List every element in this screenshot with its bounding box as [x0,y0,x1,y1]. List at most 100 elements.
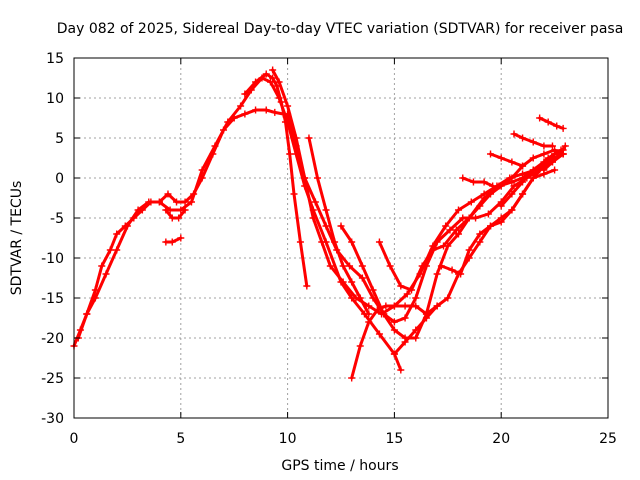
data-point-arc-10-6 [497,218,505,226]
data-point-arc-2-18 [267,78,275,86]
data-point-arc-5-4 [322,222,330,230]
data-point-arc-12-0 [487,150,495,158]
data-point-arc-11-2 [480,178,488,186]
x-axis-label: GPS time / hours [281,458,398,474]
data-point-arc-9-2 [412,326,420,334]
data-point-arc-16-2 [555,150,563,158]
data-point-arc-5-18 [484,210,492,218]
series-arc-12 [489,152,525,168]
data-point-arc-17-1 [168,238,176,246]
data-point-arc-4-16 [442,222,450,230]
data-point-arc-14-2 [529,138,537,146]
data-point-arc-9-4 [433,302,441,310]
data-point-arc-1-22 [262,106,270,114]
data-point-arc-2-7 [145,198,153,206]
series-arc-15-markers [536,114,567,132]
data-point-arc-7-7 [412,302,420,310]
data-point-arc-3-6 [281,118,289,126]
data-point-arc-5-14 [433,238,441,246]
data-point-arc-2-2 [91,294,99,302]
series-arc-11 [461,176,495,188]
data-point-arc-13-1 [508,190,516,198]
y-tick-label-8: -25 [41,371,64,387]
x-tick-label-0: 0 [70,431,79,447]
data-point-arc-6-4 [380,310,388,318]
data-point-arc-19-4 [339,262,347,270]
y-tick-label-0: 15 [46,51,64,67]
chart-title: Day 082 of 2025, Sidereal Day-to-day VTE… [57,21,624,37]
data-point-arc-4-17 [454,206,462,214]
data-point-arc-4-6 [318,238,326,246]
data-point-arc-14-0 [510,130,518,138]
data-point-arc-8-7 [452,226,460,234]
data-point-arc-2-6 [134,206,142,214]
data-point-arc-6-3 [369,286,377,294]
data-point-arc-8-5 [429,246,437,254]
series-arc-3-markers [241,70,311,290]
data-point-arc-8-6 [440,242,448,250]
data-point-arc-6-19 [540,150,548,158]
data-point-arc-7-3 [373,306,381,314]
data-point-arc-8-8 [465,214,473,222]
data-point-arc-13-0 [497,202,505,210]
data-point-arc-8-11 [508,178,516,186]
y-tick-label-5: -10 [41,251,64,267]
data-point-arc-5-1 [292,142,300,150]
series-arc-18-markers [162,206,189,222]
data-point-arc-6-2 [358,262,366,270]
plot-frame [73,57,609,419]
data-point-arc-7-2 [365,318,373,326]
y-tick-label-4: -5 [50,211,64,227]
data-point-arc-2-3 [102,270,110,278]
data-point-arc-8-2 [397,282,405,290]
data-point-arc-3-2 [262,70,270,78]
x-tick-label-3: 15 [385,431,403,447]
series-arc-10-markers [437,166,559,278]
data-point-arc-7-0 [348,374,356,382]
data-point-arc-6-0 [337,222,345,230]
y-tick-label-9: -30 [41,411,64,427]
data-point-arc-18-0 [162,206,170,214]
data-point-arc-19-0 [305,134,313,142]
data-point-arc-10-1 [448,266,456,274]
data-point-arc-3-1 [252,78,260,86]
data-point-arc-7-5 [390,302,398,310]
data-point-arc-2-14 [224,118,232,126]
data-point-arc-4-7 [326,262,334,270]
data-point-arc-10-2 [457,270,465,278]
data-point-arc-15-3 [559,124,567,132]
data-point-arc-9-0 [390,350,398,358]
data-point-arc-8-9 [480,194,488,202]
y-tick-label-7: -20 [41,331,64,347]
data-point-arc-11-1 [469,178,477,186]
series-arc-19-markers [305,134,373,318]
data-point-arc-9-3 [422,314,430,322]
data-point-arc-6-11 [454,230,462,238]
data-point-arc-2-30 [397,366,405,374]
data-point-arc-6-7 [412,334,420,342]
data-point-arc-4-1 [275,78,283,86]
series-arc-12-markers [487,150,527,170]
data-point-arc-15-2 [553,122,561,130]
data-point-arc-10-11 [551,166,559,174]
data-point-arc-1-5 [106,246,114,254]
data-point-arc-5-10 [390,318,398,326]
data-point-arc-2-15 [237,102,245,110]
data-point-arc-3-9 [296,238,304,246]
data-point-arc-13-4 [540,158,548,166]
series-arc-14-markers [510,130,556,150]
data-point-arc-2-13 [211,142,219,150]
data-point-arc-6-5 [390,326,398,334]
data-point-arc-9-5 [444,294,452,302]
data-point-arc-16-1 [548,158,556,166]
data-point-arc-19-2 [322,206,330,214]
x-tick-label-5: 25 [599,431,617,447]
data-point-arc-1-6 [113,230,121,238]
data-point-arc-14-4 [548,142,556,150]
data-point-arc-2-5 [123,222,131,230]
data-point-arc-1-23 [271,108,279,116]
data-point-arc-8-3 [407,286,415,294]
data-point-arc-5-16 [459,214,467,222]
data-point-arc-12-3 [519,162,527,170]
